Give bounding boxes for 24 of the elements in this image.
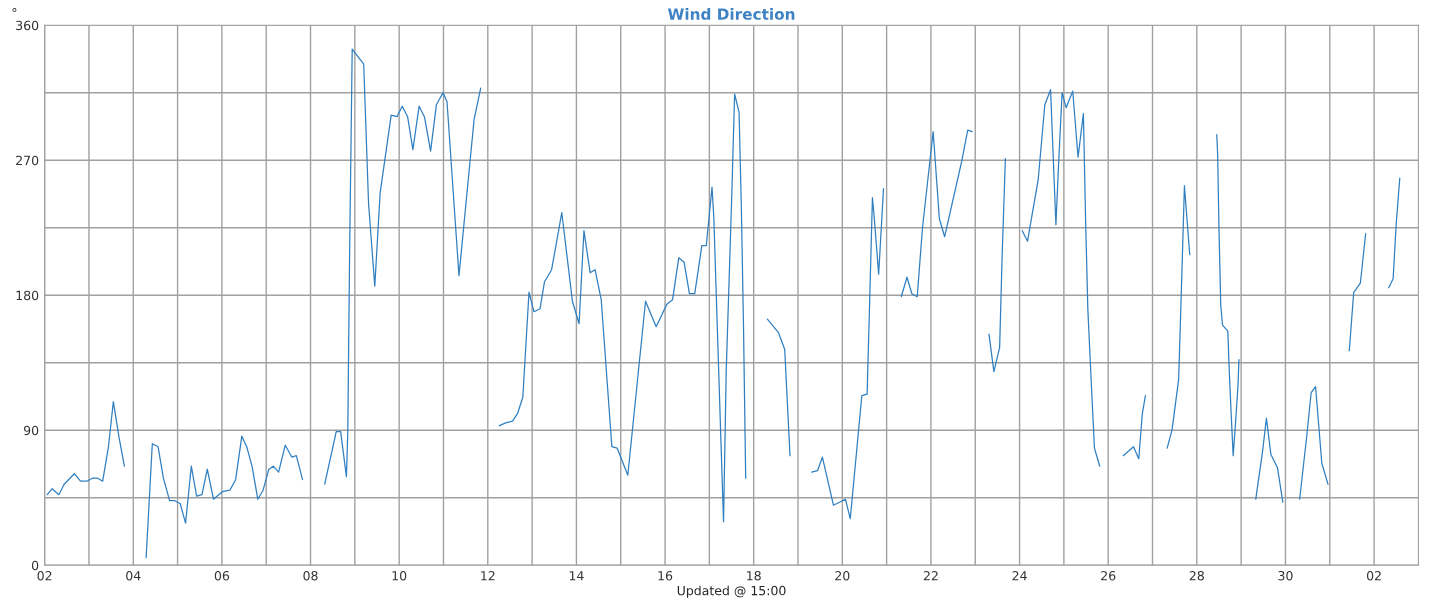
x-tick-label: 28 xyxy=(1189,570,1204,581)
x-tick-label: 30 xyxy=(1278,570,1293,581)
x-tick-label: 14 xyxy=(569,571,584,581)
x-tick-label: 22 xyxy=(923,570,938,581)
x-tick-label: 06 xyxy=(214,570,230,581)
x-tick-label: 18 xyxy=(747,570,761,581)
x-tick-label: 16 xyxy=(658,570,673,581)
x-tick-label: 10 xyxy=(392,570,407,581)
y-tick-label: 0 xyxy=(31,560,39,571)
x-tick-label: 20 xyxy=(835,570,850,581)
x-tick-label: 02 xyxy=(1366,570,1381,581)
y-tick-label: 270 xyxy=(16,155,39,166)
y-tick-label: 180 xyxy=(16,290,39,301)
y-tick-label: 90 xyxy=(23,425,39,436)
x-tick-label: 12 xyxy=(481,570,495,581)
x-tick-label: 26 xyxy=(1101,570,1116,581)
x-tick-label: 04 xyxy=(126,570,141,581)
x-axis-title: Updated @ 15:00 xyxy=(677,585,786,598)
chart-title: Wind Direction xyxy=(667,8,795,20)
x-tick-label: 24 xyxy=(1012,570,1027,581)
x-tick-label: 02 xyxy=(37,570,52,581)
x-tick-label: 08 xyxy=(303,570,318,581)
y-tick-label: 360 xyxy=(16,20,39,31)
y-axis-title: ° xyxy=(12,7,17,12)
